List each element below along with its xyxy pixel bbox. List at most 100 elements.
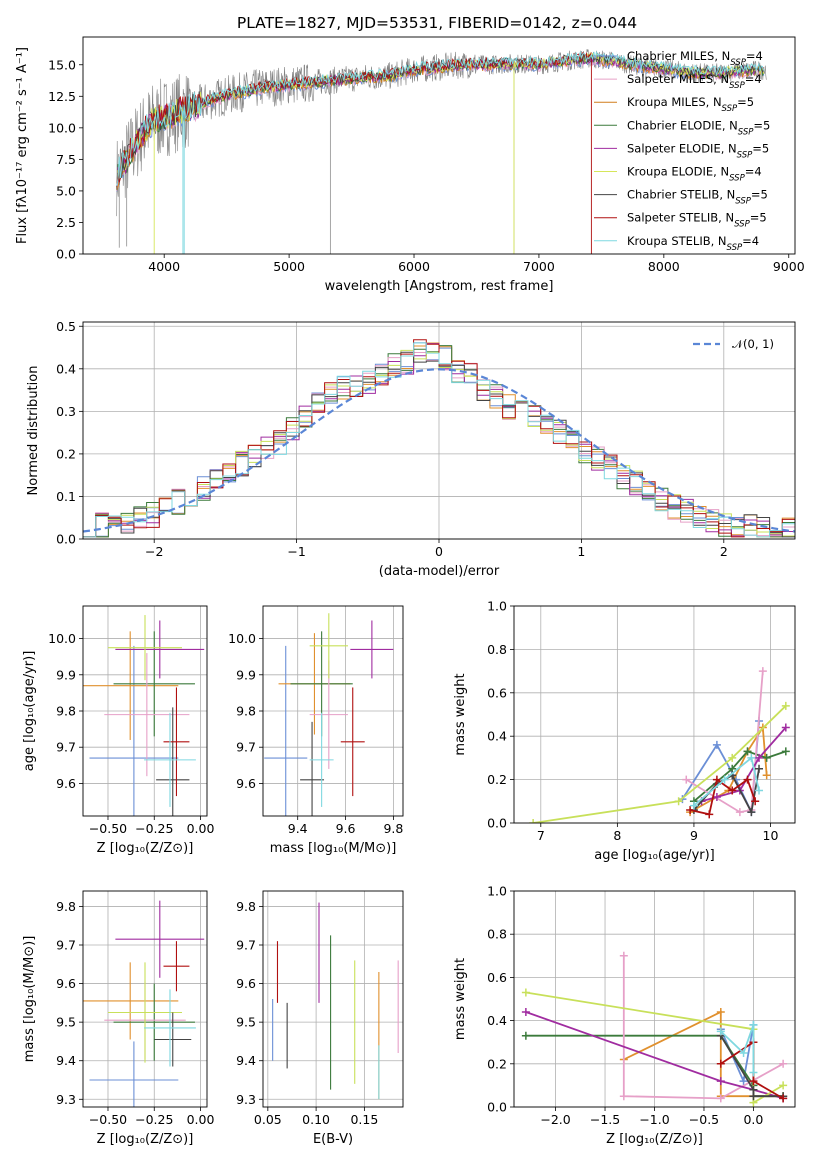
legend-text: Chabrier MILES, N bbox=[627, 49, 730, 63]
x-tick-label: 9000 bbox=[773, 259, 805, 274]
x-tick-label: 9.6 bbox=[336, 821, 356, 836]
weight-marker bbox=[735, 808, 744, 817]
histogram-series bbox=[83, 342, 795, 539]
legend-entry: Kroupa MILES, NSSP=5 bbox=[627, 95, 754, 114]
weight-marker bbox=[716, 1007, 725, 1016]
legend-entry: Chabrier STELIB, NSSP=5 bbox=[627, 188, 768, 207]
y-tick-label: 9.4 bbox=[236, 1053, 256, 1068]
y-tick-label: 0.0 bbox=[56, 247, 76, 262]
legend-text: Salpeter ELODIE, N bbox=[627, 141, 737, 155]
weight-marker bbox=[712, 775, 721, 784]
weight-marker bbox=[779, 1059, 788, 1068]
axes-frame bbox=[262, 605, 404, 817]
weight-marker bbox=[743, 747, 752, 756]
axes-frame bbox=[513, 605, 796, 824]
y-tick-label: 9.8 bbox=[236, 704, 256, 719]
x-tick-label: 4000 bbox=[148, 259, 180, 274]
y-tick-label: 10.0 bbox=[48, 120, 76, 135]
x-tick-label: 5000 bbox=[273, 259, 305, 274]
y-tick-label: 10.0 bbox=[48, 631, 76, 646]
weight-marker bbox=[755, 786, 764, 795]
x-tick-label: −2.0 bbox=[540, 1112, 570, 1127]
y-tick-label: 0.1 bbox=[56, 489, 76, 504]
x-tick-label: 9 bbox=[690, 828, 698, 843]
legend-text: Kroupa MILES, N bbox=[627, 95, 722, 109]
legend-entry: Kroupa STELIB, NSSP=4 bbox=[627, 234, 759, 253]
weight-marker bbox=[749, 1077, 758, 1086]
legend-sub: SSP bbox=[727, 243, 743, 253]
weight-marker bbox=[716, 1059, 725, 1068]
legend-sub: SSP bbox=[729, 81, 745, 91]
x-tick-label: 0.15 bbox=[350, 1112, 378, 1127]
weight-marker bbox=[716, 1094, 725, 1103]
legend-count: =4 bbox=[745, 72, 762, 86]
x-axis-label: Z [log₁₀(Z/Z⊙)] bbox=[606, 1132, 703, 1147]
x-tick-label: 9.8 bbox=[383, 821, 403, 836]
y-tick-label: 0.2 bbox=[56, 446, 76, 461]
y-tick-label: 0.6 bbox=[487, 685, 507, 700]
y-tick-label: 9.3 bbox=[236, 1092, 256, 1107]
x-tick-label: 0.00 bbox=[187, 1112, 215, 1127]
weight-marker bbox=[716, 1077, 725, 1086]
x-tick-label: −0.5 bbox=[689, 1112, 719, 1127]
legend-count: =5 bbox=[737, 95, 754, 109]
weight-marker bbox=[739, 1049, 748, 1057]
legend-text: Salpeter MILES, N bbox=[627, 72, 729, 86]
y-tick-label: 9.7 bbox=[56, 740, 76, 755]
plot-area bbox=[272, 902, 399, 1100]
x-axis-label: Z [log₁₀(Z/Z⊙)] bbox=[97, 1132, 194, 1147]
y-tick-label: 7.5 bbox=[56, 152, 76, 167]
panel: −0.50 −0.25 0.00 9.6 9.7 9.8 9.9 10.0 Z [log₁₀(Z… bbox=[22, 605, 214, 856]
legend-sub: SSP bbox=[729, 174, 745, 184]
y-tick-label: 9.8 bbox=[236, 899, 256, 914]
y-tick-label: 5.0 bbox=[56, 183, 76, 198]
weight-marker bbox=[521, 1031, 530, 1040]
panel: 9.4 9.6 9.8 9.6 9.7 9.8 9.9 10.0 mass [log₁₀(M/M… bbox=[228, 605, 404, 856]
weight-marker bbox=[739, 1077, 748, 1086]
x-tick-label: −0.50 bbox=[89, 1112, 127, 1127]
legend-sub: SSP bbox=[738, 127, 754, 137]
y-tick-label: 9.9 bbox=[236, 667, 256, 682]
weight-marker bbox=[747, 808, 756, 817]
weight-marker bbox=[689, 801, 698, 810]
legend-count: =5 bbox=[753, 118, 770, 132]
weight-marker bbox=[743, 775, 752, 784]
legend-sub: SSP bbox=[722, 104, 738, 114]
x-axis-label: mass [log₁₀(M/M⊙)] bbox=[270, 841, 397, 856]
y-tick-label: 0.0 bbox=[487, 816, 507, 831]
y-tick-label: 0.6 bbox=[487, 970, 507, 985]
y-axis-label: Normed distribution bbox=[26, 366, 41, 496]
plot-area bbox=[83, 615, 205, 816]
normal-curve bbox=[83, 368, 795, 533]
x-tick-label: 0.05 bbox=[254, 1112, 282, 1127]
weight-marker bbox=[762, 771, 771, 780]
legend-count: =4 bbox=[742, 234, 759, 248]
x-tick-label: 8000 bbox=[648, 259, 680, 274]
y-tick-label: 0.4 bbox=[56, 361, 76, 376]
weight-series bbox=[693, 756, 760, 807]
axes-frame bbox=[82, 321, 796, 540]
x-axis-label: (data-model)/error bbox=[379, 564, 500, 579]
y-axis-label: mass weight bbox=[453, 673, 468, 755]
panel: 0.05 0.10 0.15 9.3 9.4 9.5 9.6 9.7 9.8 E(B-V) bbox=[236, 890, 404, 1147]
y-tick-label: 9.6 bbox=[56, 976, 76, 991]
x-tick-label: −1.0 bbox=[639, 1112, 669, 1127]
weight-marker bbox=[779, 1081, 788, 1090]
x-tick-label: 9.4 bbox=[288, 821, 308, 836]
panel: −2 −1 0 1 2 0.0 0.1 0.2 0.3 0.4 0.5 (data-model)/er… bbox=[26, 319, 796, 579]
legend-text: Salpeter STELIB, N bbox=[627, 211, 734, 225]
x-tick-label: 6000 bbox=[398, 259, 430, 274]
weight-marker bbox=[749, 1020, 758, 1029]
y-tick-label: 9.7 bbox=[236, 938, 256, 953]
weight-marker bbox=[751, 797, 760, 806]
y-tick-label: 9.7 bbox=[56, 938, 76, 953]
x-tick-label: 1 bbox=[577, 544, 585, 559]
x-tick-label: −0.25 bbox=[135, 1112, 173, 1127]
x-tick-label: 8 bbox=[613, 828, 621, 843]
y-tick-label: 0.2 bbox=[487, 772, 507, 787]
weight-marker bbox=[705, 810, 714, 819]
y-tick-label: 1.0 bbox=[487, 599, 507, 614]
legend-sub: SSP bbox=[735, 197, 751, 207]
legend-entry: Salpeter ELODIE, NSSP=5 bbox=[627, 141, 769, 160]
